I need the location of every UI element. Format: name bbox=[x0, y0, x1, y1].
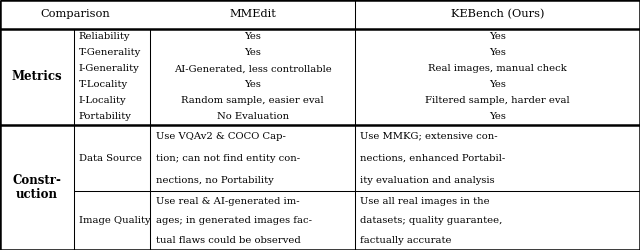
Text: Use VQAv2 & COCO Cap-: Use VQAv2 & COCO Cap- bbox=[156, 132, 285, 140]
Text: factually accurate: factually accurate bbox=[360, 236, 452, 245]
Text: Real images, manual check: Real images, manual check bbox=[428, 64, 567, 73]
Text: AI-Generated, less controllable: AI-Generated, less controllable bbox=[174, 64, 332, 73]
Text: No Evaluation: No Evaluation bbox=[217, 112, 289, 122]
Text: Yes: Yes bbox=[489, 112, 506, 122]
Text: Yes: Yes bbox=[244, 80, 261, 90]
Text: Metrics: Metrics bbox=[12, 70, 62, 84]
Text: Comparison: Comparison bbox=[40, 9, 110, 20]
Text: Use MMKG; extensive con-: Use MMKG; extensive con- bbox=[360, 132, 498, 140]
Text: Yes: Yes bbox=[489, 32, 506, 41]
Text: I-Generality: I-Generality bbox=[79, 64, 140, 73]
Text: Data Source: Data Source bbox=[79, 154, 141, 162]
Text: MMEdit: MMEdit bbox=[229, 9, 276, 20]
Text: Use real & AI-generated im-: Use real & AI-generated im- bbox=[156, 196, 299, 205]
Text: Filtered sample, harder eval: Filtered sample, harder eval bbox=[426, 96, 570, 106]
Text: Constr-
uction: Constr- uction bbox=[12, 174, 61, 202]
Text: T-Generality: T-Generality bbox=[79, 48, 141, 57]
Text: KEBench (Ours): KEBench (Ours) bbox=[451, 9, 545, 20]
Text: Reliability: Reliability bbox=[79, 32, 130, 41]
Text: ages; in generated images fac-: ages; in generated images fac- bbox=[156, 216, 312, 225]
Text: nections, enhanced Portabil-: nections, enhanced Portabil- bbox=[360, 154, 506, 162]
Text: Image Quality: Image Quality bbox=[79, 216, 150, 225]
Text: T-Locality: T-Locality bbox=[79, 80, 128, 90]
Text: nections, no Portability: nections, no Portability bbox=[156, 176, 273, 185]
Text: Yes: Yes bbox=[489, 80, 506, 90]
Text: Portability: Portability bbox=[79, 112, 132, 122]
Text: Use all real images in the: Use all real images in the bbox=[360, 196, 490, 205]
Text: ity evaluation and analysis: ity evaluation and analysis bbox=[360, 176, 495, 185]
Text: tion; can not find entity con-: tion; can not find entity con- bbox=[156, 154, 300, 162]
Text: Random sample, easier eval: Random sample, easier eval bbox=[182, 96, 324, 106]
Text: tual flaws could be observed: tual flaws could be observed bbox=[156, 236, 300, 245]
Text: datasets; quality guarantee,: datasets; quality guarantee, bbox=[360, 216, 502, 225]
Text: Yes: Yes bbox=[489, 48, 506, 57]
Text: Yes: Yes bbox=[244, 48, 261, 57]
Text: Yes: Yes bbox=[244, 32, 261, 41]
Text: I-Locality: I-Locality bbox=[79, 96, 126, 106]
